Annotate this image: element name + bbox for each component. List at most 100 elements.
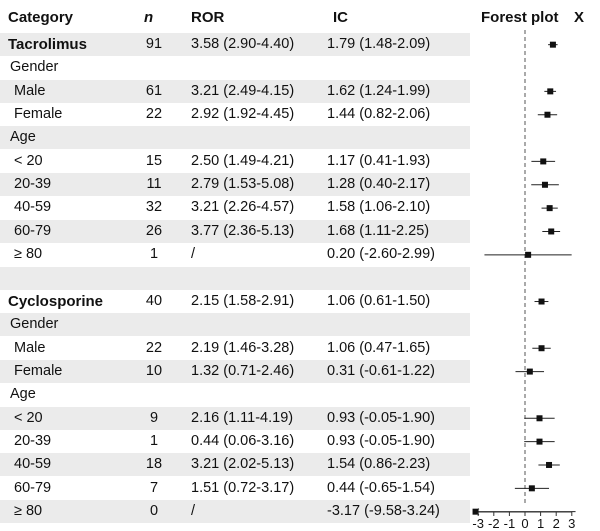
point-estimate	[546, 205, 553, 212]
row-ror: 3.21 (2.02-5.13)	[191, 456, 295, 473]
row-category: < 20	[14, 409, 43, 426]
point-estimate	[548, 228, 555, 235]
row-n: 15	[145, 152, 163, 169]
row-category: Male	[14, 82, 46, 99]
row-ic: 1.44 (0.82-2.06)	[327, 106, 431, 123]
row-n: 1	[149, 432, 159, 449]
row-ic: 0.93 (-0.05-1.90)	[327, 432, 436, 449]
point-estimate	[525, 251, 532, 258]
point-estimate	[541, 181, 548, 188]
table-row: 20-39 1 0.44 (0.06-3.16) 0.93 (-0.05-1.90)	[0, 430, 470, 453]
header-ror: ROR	[191, 9, 225, 26]
point-estimate	[472, 508, 479, 515]
row-ror: 3.77 (2.36-5.13)	[191, 222, 295, 239]
row-ror: 0.44 (0.06-3.16)	[191, 432, 295, 449]
row-n: 0	[149, 503, 159, 519]
x-axis-tick-label: 3	[568, 516, 575, 531]
row-n: 18	[145, 456, 163, 473]
row-ror: 2.19 (1.46-3.28)	[191, 339, 295, 356]
row-n: 10	[145, 362, 163, 379]
table-row: 40-59 18 3.21 (2.02-5.13) 1.54 (0.86-2.23)	[0, 453, 470, 477]
row-ic: 1.58 (1.06-2.10)	[327, 199, 431, 216]
table-row: Female 10 1.32 (0.71-2.46) 0.31 (-0.61-1.22…	[0, 359, 470, 383]
table-row: Male 61 3.21 (2.49-4.15) 1.62 (1.24-1.99)	[0, 79, 470, 103]
row-category: 20-39	[14, 176, 52, 193]
row-category: Age	[10, 129, 36, 146]
row-ic: 1.68 (1.11-2.25)	[327, 222, 430, 239]
table-row: Female 22 2.92 (1.92-4.45) 1.44 (0.82-2.06)	[0, 103, 470, 126]
row-ror: /	[191, 246, 196, 263]
table-row: Tacrolimus 91 3.58 (2.90-4.40) 1.79 (1.48-2…	[0, 33, 470, 56]
row-category: Cyclosporine	[8, 292, 104, 310]
row-ic: 1.54 (0.86-2.23)	[327, 456, 431, 473]
row-ror: /	[191, 503, 196, 519]
row-ic: 1.06 (0.47-1.65)	[327, 339, 431, 356]
row-n: 40	[145, 292, 163, 309]
row-ror: 1.51 (0.72-3.17)	[191, 479, 295, 496]
row-n: 7	[149, 479, 159, 496]
row-ic: 1.28 (0.40-2.17)	[327, 176, 431, 193]
table-row: 40-59 32 3.21 (2.26-4.57) 1.58 (1.06-2.10)	[0, 196, 470, 219]
row-ror: 2.50 (1.49-4.21)	[191, 152, 295, 169]
row-n: 22	[145, 339, 163, 356]
header-forest-plot: Forest plot	[481, 9, 559, 26]
table-row: 20-39 11 2.79 (1.53-5.08) 1.28 (0.40-2.17)	[0, 173, 470, 197]
point-estimate	[540, 158, 547, 165]
row-category: 40-59	[14, 199, 52, 216]
table-row: Male 22 2.19 (1.46-3.28) 1.06 (0.47-1.65)	[0, 337, 470, 360]
row-ror: 2.16 (1.11-4.19)	[191, 409, 294, 426]
row-ror: 3.58 (2.90-4.40)	[191, 36, 295, 52]
point-estimate	[547, 88, 554, 95]
row-n: 1	[149, 246, 159, 263]
point-estimate	[538, 298, 545, 305]
row-ic: 0.44 (-0.65-1.54)	[327, 479, 436, 496]
table-row	[0, 266, 470, 290]
row-n: 22	[145, 106, 163, 123]
row-ror: 3.21 (2.26-4.57)	[191, 199, 295, 216]
row-ic: 0.93 (-0.05-1.90)	[327, 409, 436, 426]
row-n: 61	[145, 82, 163, 99]
header-n: n	[144, 9, 154, 26]
header-x: X	[574, 9, 585, 26]
x-axis-tick-label: -1	[504, 516, 516, 531]
row-category: ≥ 80	[14, 246, 43, 263]
point-estimate	[526, 368, 533, 375]
row-category: 60-79	[14, 479, 52, 496]
table-row: Age	[0, 383, 470, 406]
row-ic: -3.17 (-9.58-3.24)	[327, 503, 440, 519]
x-axis-tick-label: -3	[472, 516, 484, 531]
table-row: ≥ 80 0 / -3.17 (-9.58-3.24)	[0, 500, 470, 523]
row-category: Female	[14, 106, 63, 123]
table-row: 60-79 26 3.77 (2.36-5.13) 1.68 (1.11-2.25)	[0, 219, 470, 243]
point-estimate	[536, 415, 543, 422]
table-row: Gender	[0, 56, 470, 79]
table-row: < 20 9 2.16 (1.11-4.19) 0.93 (-0.05-1.90)	[0, 406, 470, 430]
row-n: 11	[146, 176, 162, 193]
row-ror: 2.15 (1.58-2.91)	[191, 292, 295, 309]
row-category: Male	[14, 339, 46, 356]
header-ic: IC	[333, 9, 348, 26]
row-n: 9	[149, 409, 159, 426]
x-axis-tick-label: 0	[521, 516, 528, 531]
row-ic: 1.17 (0.41-1.93)	[327, 152, 431, 169]
row-category: Gender	[10, 316, 59, 333]
row-category: 60-79	[14, 222, 52, 239]
row-ic: 1.06 (0.61-1.50)	[327, 292, 431, 309]
point-estimate	[538, 345, 545, 352]
row-category: Female	[14, 362, 63, 379]
table-row: < 20 15 2.50 (1.49-4.21) 1.17 (0.41-1.93)	[0, 150, 470, 173]
table-row: Gender	[0, 313, 470, 337]
row-ror: 3.21 (2.49-4.15)	[191, 82, 295, 99]
table-row: 60-79 7 1.51 (0.72-3.17) 0.44 (-0.65-1.54)	[0, 477, 470, 500]
row-category: Gender	[10, 59, 59, 76]
point-estimate	[536, 438, 543, 445]
table-row: Cyclosporine 40 2.15 (1.58-2.91) 1.06 (0.61…	[0, 290, 470, 313]
row-ic: 0.20 (-2.60-2.99)	[327, 246, 436, 263]
x-axis-tick-label: -2	[488, 516, 500, 531]
point-estimate	[546, 461, 553, 468]
row-category: ≥ 80	[14, 503, 43, 519]
row-category: 20-39	[14, 432, 52, 449]
row-category: Tacrolimus	[8, 36, 87, 53]
row-category: Age	[10, 386, 36, 403]
